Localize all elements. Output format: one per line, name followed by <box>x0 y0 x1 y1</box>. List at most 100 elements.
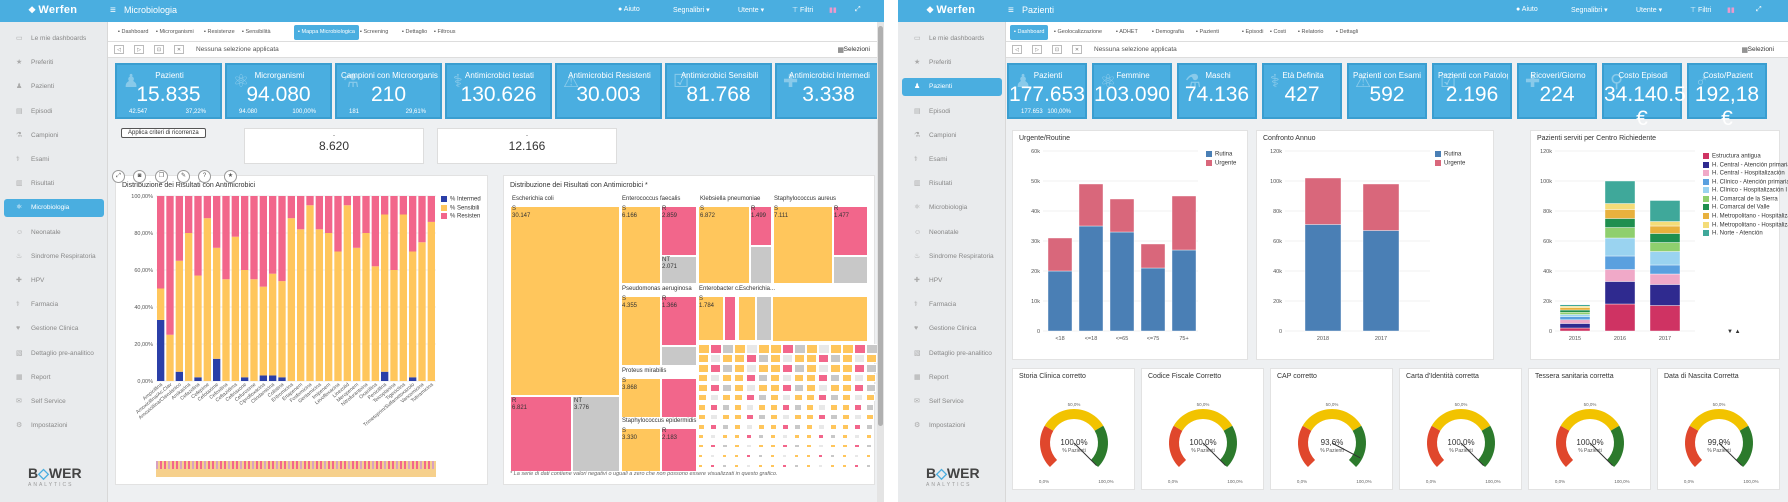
bar-segment[interactable] <box>1649 221 1681 227</box>
bar-segment[interactable] <box>1559 306 1591 308</box>
bar-segment[interactable] <box>399 214 407 382</box>
treemap-cell-small[interactable] <box>710 434 717 439</box>
sidebar-item[interactable]: ⚛ Microbiologia <box>4 199 104 218</box>
treemap-cell-small[interactable] <box>782 374 793 383</box>
treemap-cell-small[interactable] <box>842 384 852 392</box>
treemap-cell-small[interactable] <box>758 414 766 421</box>
treemap-cell-small[interactable] <box>770 434 777 439</box>
treemap-cell-small[interactable] <box>782 414 790 421</box>
treemap-cell-small[interactable] <box>722 414 730 421</box>
treemap-cell-small[interactable] <box>794 364 805 373</box>
treemap-cell-r[interactable] <box>724 296 736 341</box>
treemap-cell-r[interactable] <box>661 296 697 346</box>
treemap-cell-small[interactable] <box>794 344 806 354</box>
treemap-cell-small[interactable] <box>806 464 811 468</box>
sidebar-item[interactable]: ☺ Neonatale <box>902 224 1002 242</box>
bar-segment[interactable] <box>325 196 333 233</box>
treemap-cell-small[interactable] <box>806 454 812 458</box>
treemap-cell-small[interactable] <box>722 374 733 383</box>
treemap-cell-small[interactable] <box>818 394 827 402</box>
tab[interactable]: ▪ Mappa Microbiologica <box>294 25 359 40</box>
bar-segment[interactable] <box>1559 327 1591 332</box>
bar-segment[interactable] <box>194 377 202 381</box>
treemap-cell-small[interactable] <box>770 384 780 392</box>
expand-icon[interactable]: ⤢ <box>855 6 861 13</box>
treemap-cell-small[interactable] <box>746 354 758 364</box>
treemap-cell-small[interactable] <box>782 384 792 392</box>
treemap-cell-small[interactable] <box>842 414 850 421</box>
bar-segment[interactable] <box>343 205 351 381</box>
legend-item[interactable]: H. Clínico - Hospitalización I <box>1703 187 1787 194</box>
treemap-cell-small[interactable] <box>734 344 746 354</box>
bar-segment[interactable] <box>203 218 211 381</box>
treemap-cell-small[interactable] <box>842 344 854 354</box>
treemap-cell-small[interactable] <box>770 414 778 421</box>
bar-segment[interactable] <box>306 196 314 206</box>
bar-segment[interactable] <box>194 275 202 378</box>
bar-segment[interactable] <box>1649 225 1681 234</box>
treemap-cell-small[interactable] <box>854 404 863 411</box>
selection-lock-icon[interactable]: ⊡ <box>154 45 164 54</box>
treemap-cell-small[interactable] <box>842 354 854 364</box>
bookmarks-menu[interactable]: Segnalibri ▾ <box>673 6 710 14</box>
bar-segment[interactable] <box>203 196 211 219</box>
treemap-cell-small[interactable] <box>734 404 743 411</box>
help-link[interactable]: ● Aiuto <box>1516 6 1538 13</box>
legend-item[interactable]: % Resisten <box>441 213 481 220</box>
treemap-cell-small[interactable] <box>854 424 861 430</box>
treemap-cell-small[interactable] <box>722 344 734 354</box>
sidebar-item[interactable]: ♥ Gestione Clinica <box>4 320 104 338</box>
scrollbar-thumb[interactable] <box>878 26 883 426</box>
bar-segment[interactable] <box>381 196 389 215</box>
treemap-cell-small[interactable] <box>806 384 816 392</box>
treemap-cell-small[interactable] <box>698 444 704 449</box>
treemap-cell-small[interactable] <box>818 374 829 383</box>
legend-item[interactable]: % Sensibili <box>441 204 481 211</box>
treemap-cell-small[interactable] <box>806 354 818 364</box>
bar-segment[interactable] <box>185 233 193 381</box>
bar-segment[interactable] <box>1559 309 1591 313</box>
sidebar-item[interactable]: ▧ Dettaglio pre-analitico <box>4 345 104 363</box>
sidebar-item[interactable]: ♟ Pazienti <box>902 78 1002 97</box>
treemap-cell-small[interactable] <box>830 454 836 458</box>
bar-segment[interactable] <box>409 251 417 378</box>
sidebar-item[interactable]: ▦ Report <box>902 369 1002 387</box>
tab[interactable]: ▪ Microrganismi <box>152 25 198 40</box>
treemap-cell-small[interactable] <box>710 424 717 430</box>
bar-segment[interactable] <box>1649 242 1681 252</box>
copy-icon[interactable]: ❐ <box>155 170 168 183</box>
sidebar-item[interactable]: ✚ HPV <box>902 272 1002 290</box>
treemap-cell-small[interactable] <box>794 394 803 402</box>
bar-segment[interactable] <box>1140 243 1166 269</box>
treemap-cell-small[interactable] <box>698 364 709 373</box>
treemap-cell-small[interactable] <box>782 434 789 439</box>
treemap-cell-small[interactable] <box>734 464 739 468</box>
bar-segment[interactable] <box>194 196 202 276</box>
treemap-cell-small[interactable] <box>794 354 806 364</box>
treemap-cell-small[interactable] <box>818 364 829 373</box>
sidebar-item[interactable]: ✚ HPV <box>4 272 104 290</box>
bar-segment[interactable] <box>1559 312 1591 315</box>
treemap-cell-small[interactable] <box>842 404 851 411</box>
bar-segment[interactable] <box>259 286 267 376</box>
bar-segment[interactable] <box>241 377 249 381</box>
bar-segment[interactable] <box>1109 231 1135 332</box>
treemap-cell-small[interactable] <box>806 404 815 411</box>
selection-clear-icon[interactable]: ✕ <box>174 45 184 54</box>
treemap-cell-s[interactable] <box>772 296 868 342</box>
treemap-cell-small[interactable] <box>758 354 770 364</box>
treemap-cell-small[interactable] <box>758 364 769 373</box>
sidebar-item[interactable]: ▦ Report <box>4 369 104 387</box>
treemap-cell-small[interactable] <box>734 424 741 430</box>
sidebar-item[interactable]: ▭ Le mie dashboards <box>4 30 104 48</box>
tab[interactable]: ▪ Sensibilità <box>238 25 275 40</box>
treemap-cell-small[interactable] <box>782 394 791 402</box>
treemap-cell-small[interactable] <box>818 404 827 411</box>
tab[interactable]: ▪ Resistenze <box>200 25 239 40</box>
treemap-cell-small[interactable] <box>818 344 830 354</box>
selection-lock-icon[interactable]: ⊡ <box>1052 45 1062 54</box>
sidebar-item[interactable]: ♨ Sindrome Respiratoria <box>902 248 1002 266</box>
bar-segment[interactable] <box>1559 307 1591 311</box>
bar-segment[interactable] <box>362 196 370 233</box>
treemap-cell-small[interactable] <box>806 444 812 449</box>
